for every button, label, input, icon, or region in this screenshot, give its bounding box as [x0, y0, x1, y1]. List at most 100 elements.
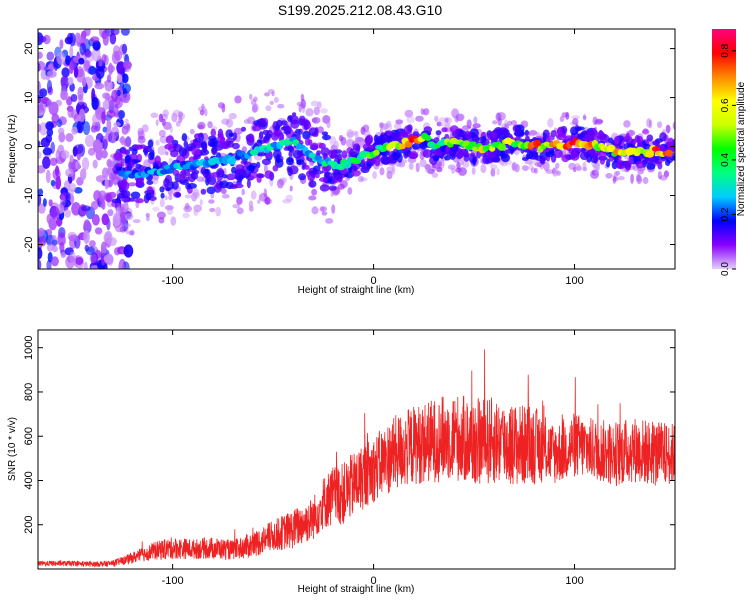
spectrogram-cell — [51, 239, 58, 246]
spectrogram-cell — [116, 205, 121, 211]
spectrogram-cell — [90, 125, 98, 133]
spectrogram-cell — [196, 176, 205, 183]
spectrogram-cell — [104, 177, 109, 190]
spectrogram-cell — [455, 167, 462, 173]
spectrogram-cell — [311, 142, 318, 150]
spectrogram-cell — [165, 135, 174, 144]
spectrogram-cell — [665, 124, 671, 134]
spectrogram-cell — [75, 160, 81, 170]
spectrogram-cell — [168, 194, 173, 201]
spectrogram-cell — [184, 202, 190, 210]
spectrogram-cell — [65, 192, 71, 203]
spectrogram-cell — [145, 213, 150, 218]
spectrogram-cell — [346, 131, 356, 138]
spectrogram-cell — [407, 152, 418, 160]
spectrogram-cell — [264, 92, 270, 97]
spectrogram-cell — [415, 115, 424, 122]
spectrogram-cell — [261, 158, 271, 165]
spectrogram-cell — [102, 126, 108, 133]
spectrogram-cell — [100, 149, 108, 159]
spectrogram-cell — [121, 207, 127, 217]
spectrogram-cell — [59, 242, 65, 253]
spectrogram-cell — [462, 160, 470, 168]
spectrogram-cell — [636, 174, 642, 185]
spectrogram-cell — [319, 108, 328, 114]
spectrogram-cell — [42, 198, 47, 207]
spectrogram-cell — [121, 125, 129, 135]
spectrogram-cell — [328, 185, 337, 191]
spectrogram-cell — [411, 143, 421, 150]
spectrogram-cell — [215, 206, 222, 217]
spectrogram-cell — [657, 171, 663, 180]
spectrogram-cell — [667, 137, 674, 147]
spectrogram-cell — [178, 147, 188, 157]
spectrogram-cell — [234, 95, 242, 104]
spectrogram-cell — [292, 112, 297, 117]
spectrogram-cell — [672, 121, 675, 130]
spectrogram-cell — [172, 169, 180, 177]
spectrogram-cell — [123, 60, 132, 70]
spectrogram-cell — [331, 204, 336, 214]
spectrogram-cell — [89, 253, 98, 264]
spectrogram-cell — [221, 194, 230, 199]
spectrogram-cell — [528, 162, 534, 171]
spectrogram-cell — [287, 115, 293, 123]
spectrogram-cell — [128, 146, 133, 152]
spectrogram-cell — [264, 196, 271, 205]
colorbar-tick-label: 0.2 — [720, 207, 731, 221]
spectrogram-cell — [162, 109, 169, 117]
spectrogram-cell — [163, 121, 172, 130]
spectrogram-cell — [156, 211, 166, 220]
spectrogram-cell — [258, 131, 264, 140]
spectrogram-cell — [351, 170, 361, 177]
spectrogram-cell — [281, 177, 288, 183]
spectrogram-cell — [415, 162, 420, 173]
spectrogram-cell — [178, 111, 183, 118]
spectrogram-cell — [172, 109, 182, 117]
spectrogram-cell — [167, 206, 174, 216]
spectrogram-cell — [456, 161, 461, 170]
spectrogram-cell — [60, 89, 68, 101]
spectrogram-cell — [264, 133, 272, 139]
spectrogram-cell — [264, 170, 273, 179]
spectrogram-cell — [431, 172, 439, 178]
spectrogram-cell — [308, 127, 318, 137]
spectrogram-cell — [550, 130, 557, 137]
spectrogram-cell — [38, 123, 42, 133]
spectrogram-cell — [444, 155, 451, 161]
spectrogram-cell — [481, 135, 487, 143]
spectrogram-cell — [38, 247, 43, 260]
spectrogram-cell — [510, 120, 517, 126]
spectrogram-cell — [150, 112, 159, 119]
spectrogram-cell — [111, 89, 119, 102]
spectrogram-cell — [581, 130, 588, 136]
spectrogram-cell — [107, 64, 115, 73]
colorbar-gradient — [712, 29, 736, 269]
y-tick-label: 1000 — [23, 335, 35, 359]
spectrogram-cell — [424, 135, 432, 141]
spectrogram-cell — [657, 121, 663, 129]
spectrogram-cell — [605, 173, 613, 179]
spectrogram-cell — [65, 55, 71, 66]
spectrogram-cell — [147, 186, 153, 194]
spectrogram-cell — [425, 163, 429, 172]
spectrogram-cell — [68, 234, 79, 242]
spectrogram-cell — [248, 200, 254, 209]
spectrogram-cell — [46, 259, 52, 269]
spectrogram-cell — [311, 188, 317, 196]
spectrogram-cell — [221, 103, 226, 113]
spectrogram-cell — [231, 166, 237, 174]
spectrogram-cell — [49, 157, 58, 166]
spectrogram-cell — [408, 162, 414, 170]
spectrogram-cell — [103, 253, 114, 264]
spectrogram-cell — [543, 161, 550, 172]
spectrogram-cell — [233, 183, 244, 189]
spectrogram-cell — [111, 134, 117, 142]
spectrogram-cell — [321, 211, 328, 216]
spectrogram-y-axis: -20 -10 0 10 20 — [23, 42, 675, 252]
y-tick-label: 20 — [23, 42, 35, 54]
spectrogram-cell — [317, 101, 322, 109]
spectrogram-cell — [271, 132, 279, 141]
spectrogram-cell — [163, 178, 171, 188]
spectrogram-cell — [101, 200, 106, 210]
